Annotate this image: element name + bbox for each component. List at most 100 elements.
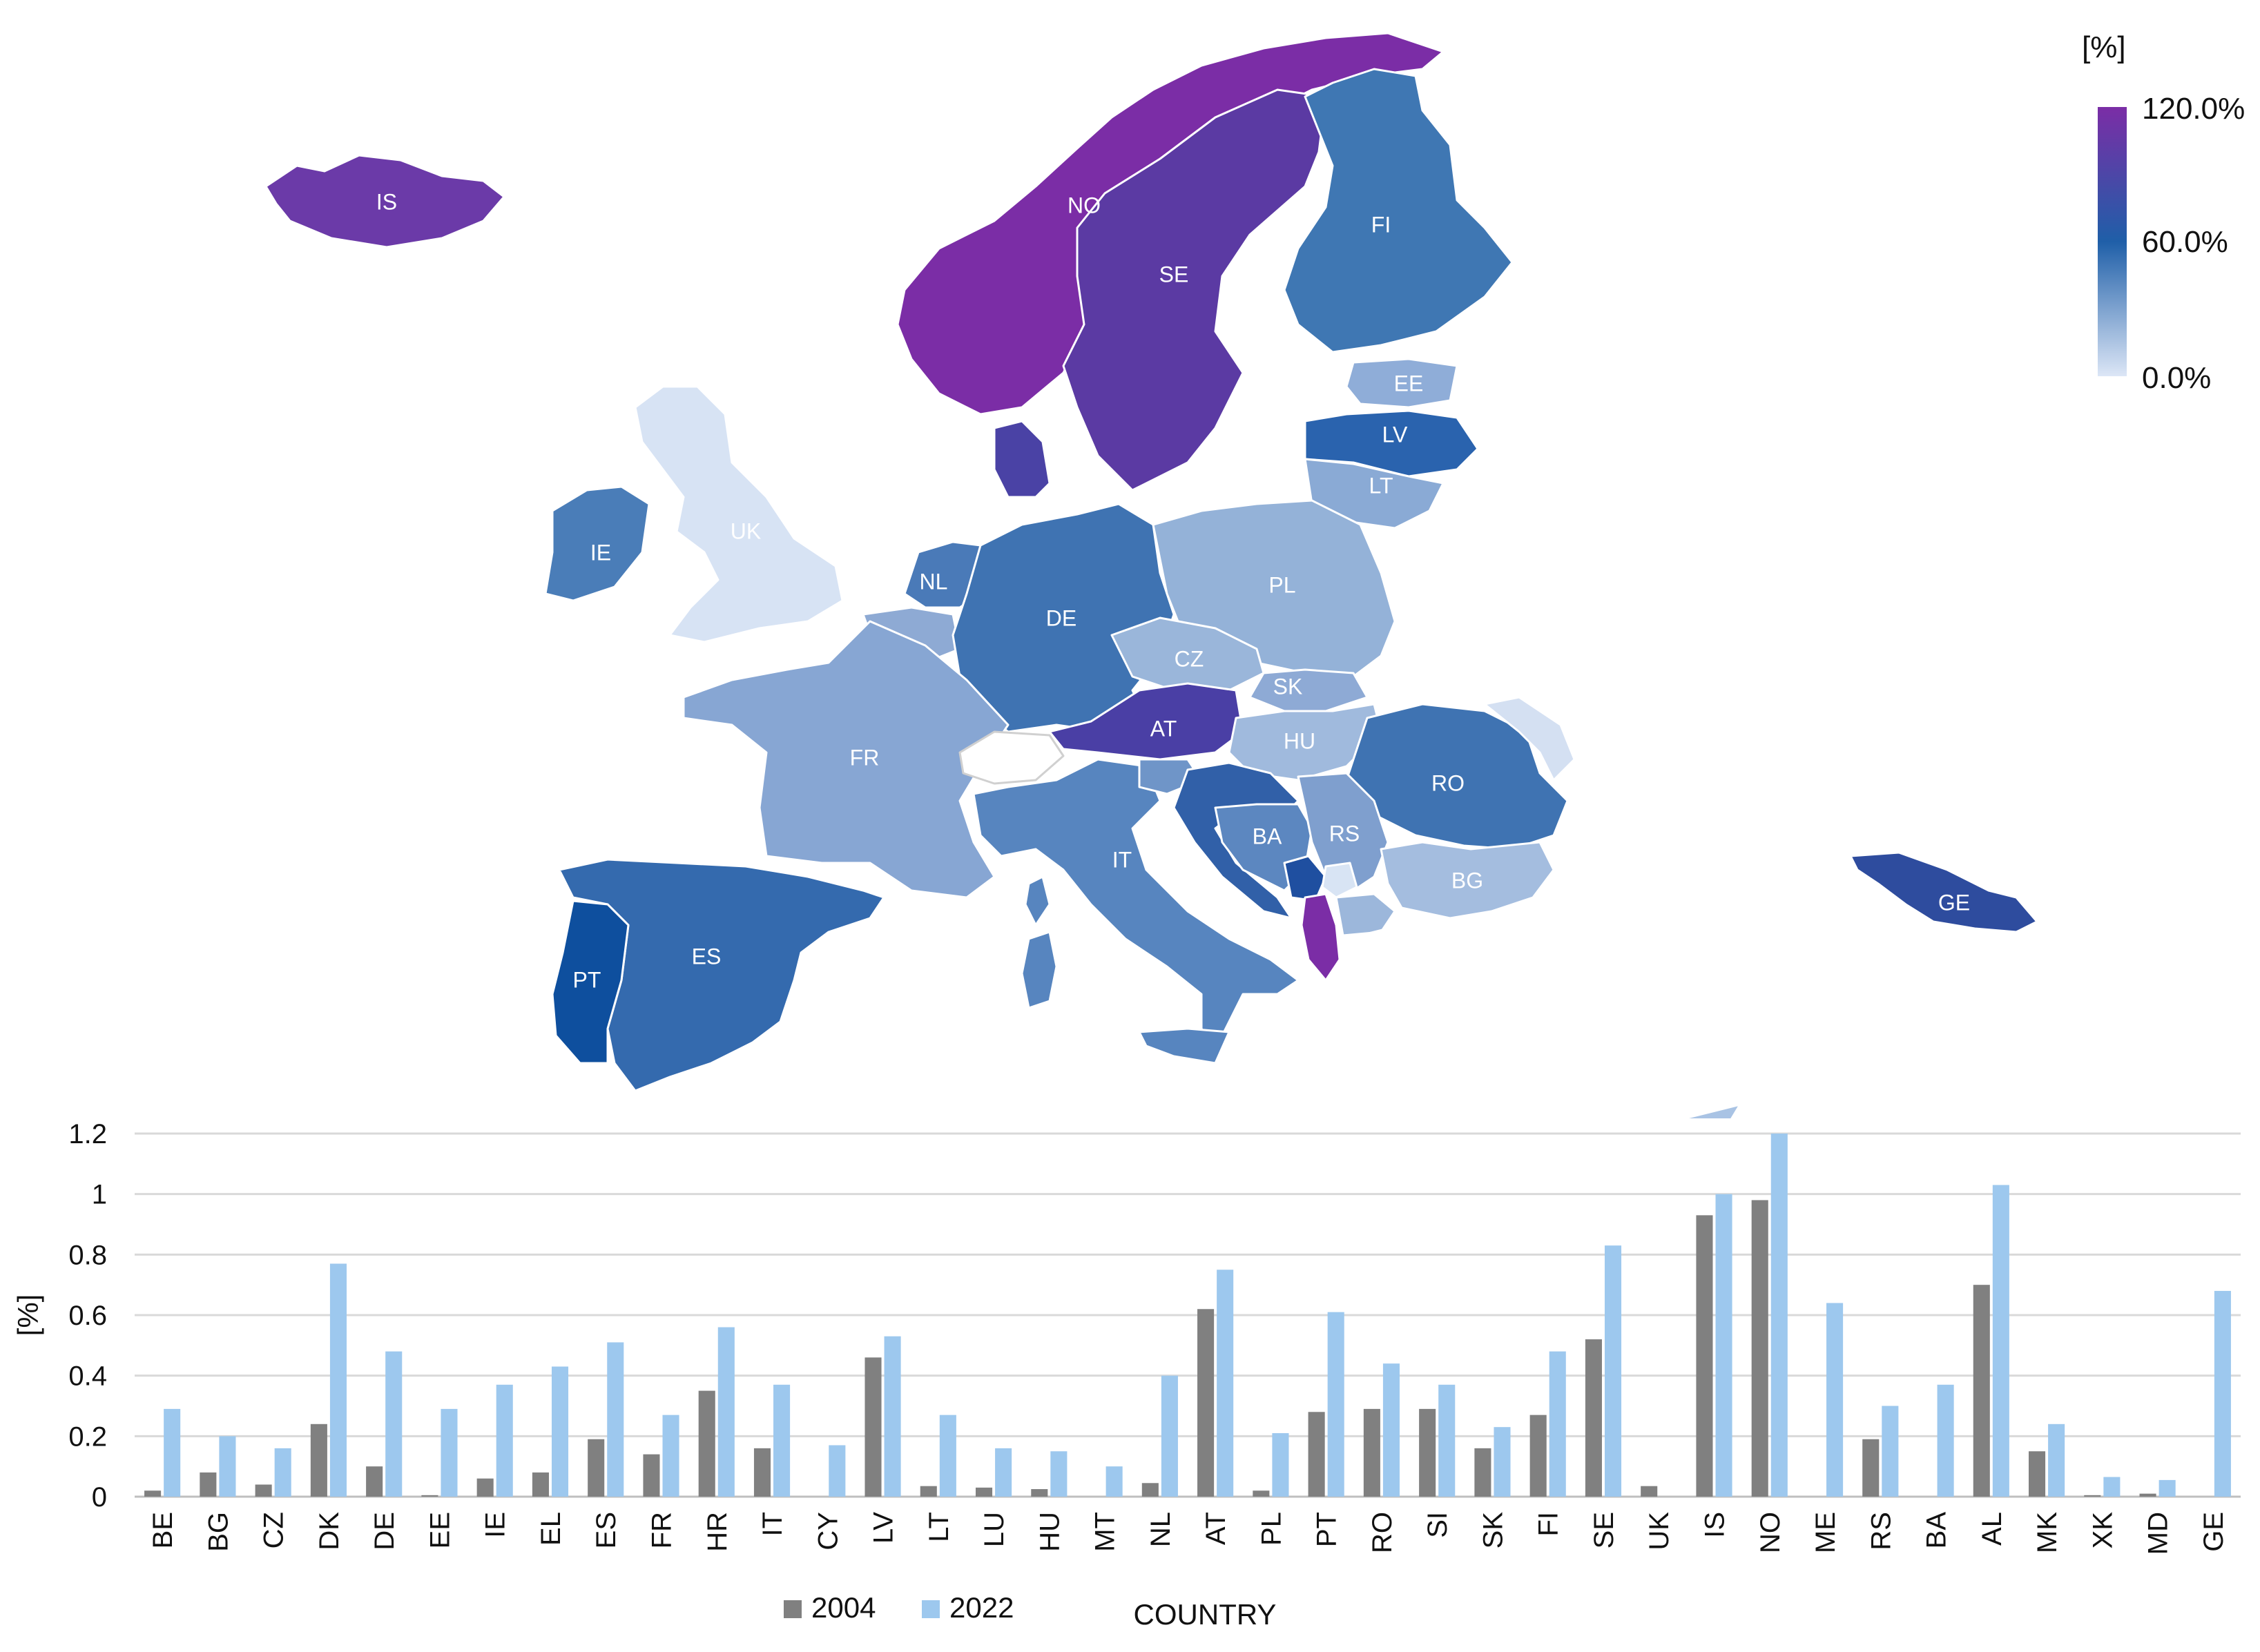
y-tick-label: 0: [92, 1482, 107, 1513]
x-tick-label: EE: [425, 1512, 455, 1548]
bar-2004-UK: [1641, 1486, 1658, 1497]
bar-2004-BE: [144, 1490, 162, 1497]
bar-2022-IT: [773, 1384, 791, 1497]
bar-2004-AT: [1197, 1309, 1215, 1497]
x-tick-label: HU: [1034, 1512, 1065, 1552]
bar-2004-NL: [1141, 1483, 1159, 1497]
bar-2022-CZ: [274, 1448, 291, 1497]
x-tick-label: IE: [481, 1512, 511, 1538]
colorbar-gradient: [2098, 107, 2127, 376]
x-tick-label: HR: [702, 1512, 733, 1552]
label-UK: UK: [731, 518, 761, 543]
country-MD: [1483, 696, 1576, 781]
bar-2022-SK: [1494, 1427, 1511, 1497]
bar-2004-HU: [1031, 1489, 1048, 1497]
y-tick-label: 0.6: [68, 1301, 107, 1331]
legend-label: 2004: [811, 1591, 876, 1624]
x-tick-label: ME: [1810, 1512, 1841, 1553]
x-tick-label: MD: [2143, 1512, 2174, 1555]
y-axis-ticks: 0 0.2 0.4 0.6 0.8 1 1.2: [68, 1119, 107, 1513]
bar-2022-LT: [939, 1415, 956, 1497]
x-axis-ticks: BE BG CZ DK DE EE IE EL ES FR HR IT CY LV LT LU HU MT NL AT…: [148, 1512, 2229, 1555]
x-tick-label: RS: [1866, 1512, 1896, 1551]
legend-swatch: [922, 1600, 940, 1618]
country-RS: [1297, 772, 1389, 892]
bar-2004-ES: [588, 1439, 605, 1497]
bar-2004-IS: [1696, 1215, 1713, 1497]
x-tick-label: AL: [1977, 1512, 2007, 1546]
bar-2004-LV: [865, 1357, 882, 1497]
x-tick-label: BG: [203, 1512, 233, 1552]
bar-2004-PT: [1308, 1412, 1325, 1497]
bar-2004-HR: [698, 1390, 715, 1497]
bar-2022-FR: [662, 1415, 679, 1497]
x-tick-label: NL: [1146, 1512, 1176, 1547]
label-NL: NL: [920, 569, 948, 594]
label-HU: HU: [1284, 728, 1315, 753]
country-EE: [1345, 358, 1458, 409]
country-SE: [1062, 88, 1327, 492]
label-AT: AT: [1150, 716, 1177, 741]
bar-2004-SE: [1585, 1339, 1602, 1497]
x-tick-label: SK: [1478, 1512, 1508, 1549]
bar-2022-BG: [219, 1436, 236, 1497]
country-CH: [958, 730, 1065, 785]
y-tick-label: 1.2: [68, 1119, 107, 1149]
bar-2004-FI: [1529, 1415, 1547, 1497]
y-tick-label: 1: [92, 1180, 107, 1210]
label-DE: DE: [1046, 605, 1076, 630]
x-tick-label: NO: [1755, 1512, 1786, 1553]
bar-2004-CZ: [255, 1484, 272, 1497]
bar-2022-PL: [1272, 1432, 1289, 1497]
country-MK: [1335, 893, 1396, 937]
x-tick-label: SE: [1589, 1512, 1619, 1548]
bar-2004-SI: [1419, 1408, 1436, 1497]
x-tick-label: EL: [536, 1512, 566, 1546]
country-FR: [682, 620, 1010, 899]
bar-2022-DK: [329, 1263, 347, 1497]
label-FR: FR: [850, 745, 880, 770]
bar-2022-PT: [1327, 1312, 1344, 1497]
y-tick-label: 0.4: [68, 1361, 107, 1392]
x-tick-label: MK: [2032, 1512, 2063, 1553]
legend-label: 2022: [949, 1591, 1014, 1624]
bar-2022-FI: [1549, 1351, 1566, 1497]
bar-2022-EE: [441, 1408, 458, 1497]
bar-2022-LU: [995, 1448, 1012, 1497]
x-tick-label: DE: [369, 1512, 400, 1551]
bar-2022-BA: [1937, 1384, 1954, 1497]
x-tick-label: MT: [1090, 1512, 1121, 1552]
bar-2004-LU: [976, 1487, 993, 1497]
map-colorbar: [%] 120.0% 60.0% 0.0%: [2082, 30, 2245, 395]
label-ES: ES: [692, 944, 722, 969]
bar-2022-ES: [607, 1342, 624, 1497]
y-axis-title: [%]: [12, 1294, 44, 1337]
country-GE: [1849, 851, 2038, 933]
x-tick-label: UK: [1644, 1512, 1674, 1551]
bar-2022-MK: [2048, 1423, 2065, 1497]
chart-legend: 2004 2022: [784, 1591, 1014, 1624]
bar-2004-SK: [1474, 1448, 1491, 1497]
bar-2004-EL: [532, 1472, 549, 1497]
country-PT: [551, 900, 630, 1065]
bar-2004-XK: [2084, 1495, 2101, 1497]
label-BG: BG: [1451, 868, 1483, 893]
bar-2004-EE: [421, 1495, 438, 1497]
country-DK: [993, 420, 1051, 498]
bar-2022-IS: [1715, 1194, 1732, 1497]
x-tick-label: CZ: [259, 1512, 289, 1548]
bar-2022-IE: [496, 1384, 513, 1497]
x-tick-label: AT: [1201, 1512, 1231, 1545]
bar-2022-DE: [385, 1351, 403, 1497]
bar-2022-EL: [551, 1366, 569, 1497]
label-PT: PT: [573, 967, 601, 992]
label-RO: RO: [1431, 770, 1465, 795]
bar-2022-AT: [1217, 1270, 1234, 1497]
island-corsica: [1024, 875, 1051, 926]
bar-2022-CY: [829, 1445, 846, 1497]
bar-2022-MT: [1105, 1466, 1123, 1497]
bar-2022-SE: [1604, 1245, 1622, 1497]
x-tick-label: BE: [148, 1512, 178, 1548]
bar-2022-HR: [717, 1327, 735, 1497]
x-tick-label: LT: [924, 1512, 954, 1542]
